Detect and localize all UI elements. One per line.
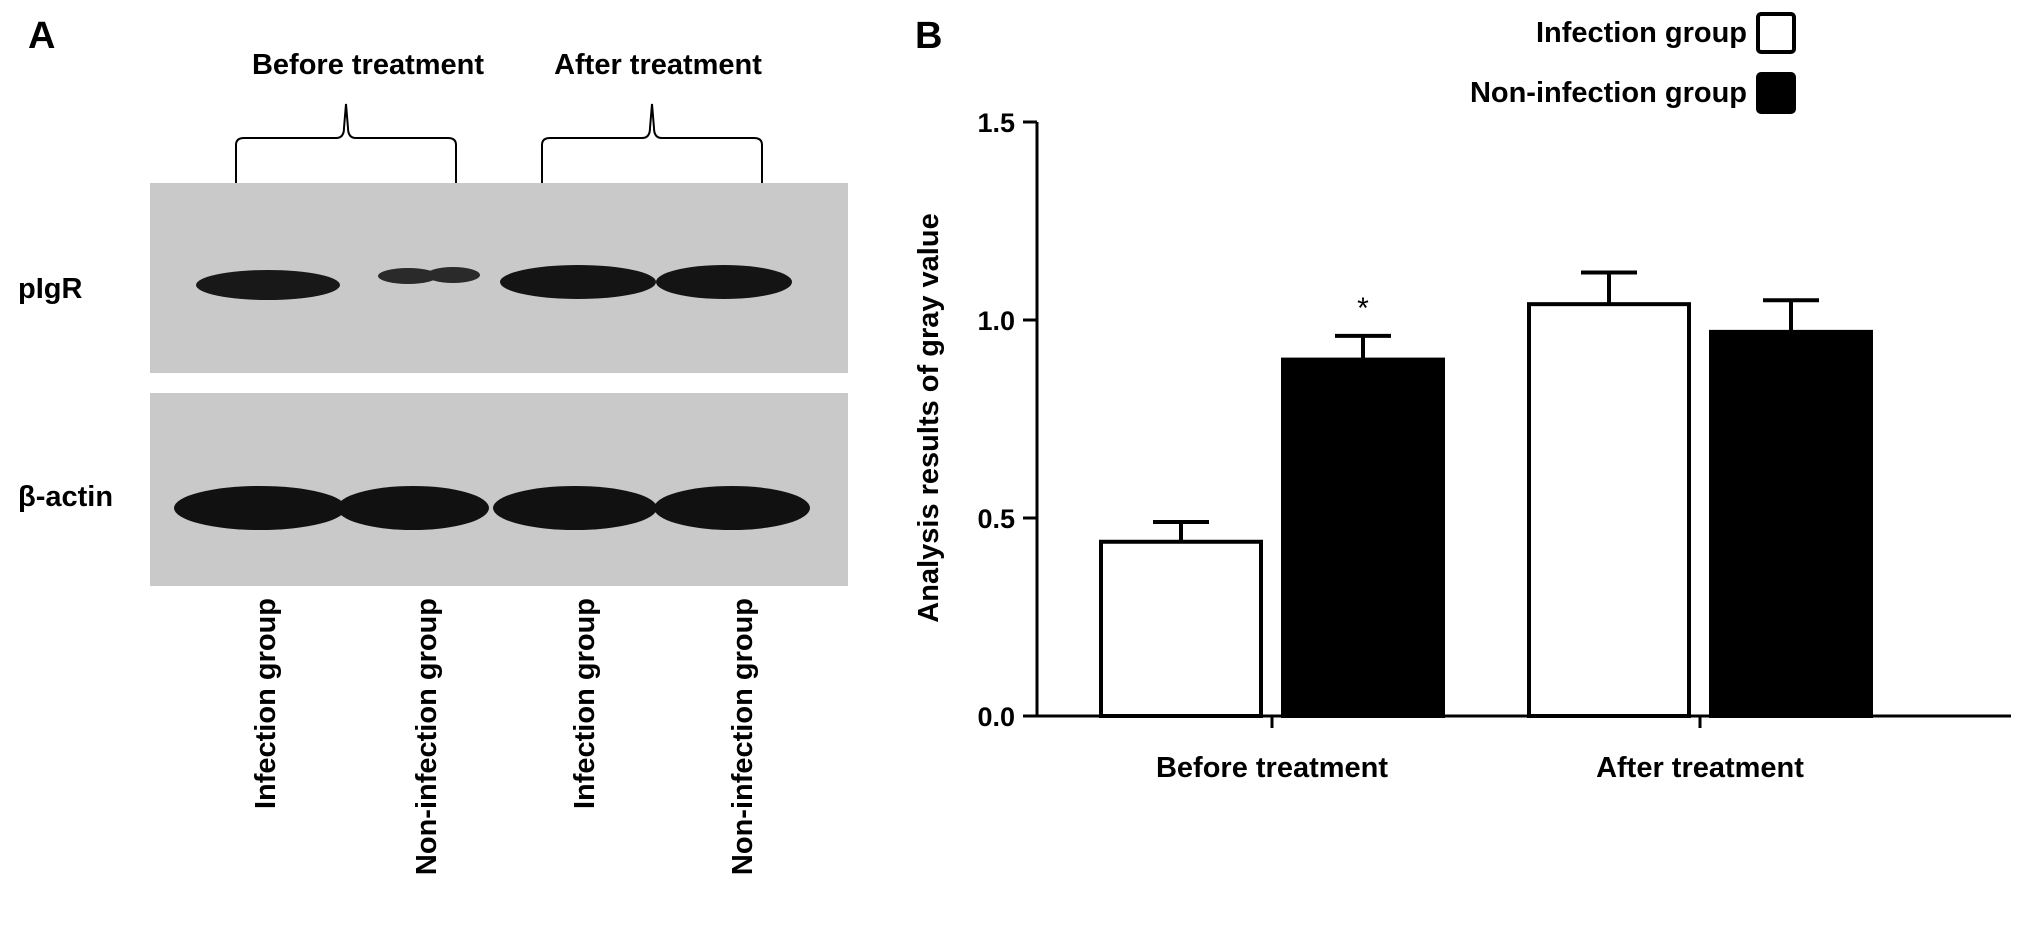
pigr-band-2a xyxy=(378,268,438,284)
pigr-band-4 xyxy=(656,265,792,299)
legend-label: Non-infection group xyxy=(1470,77,1747,109)
row-label-beta-actin: β-actin xyxy=(18,481,113,513)
actin-band-3 xyxy=(493,486,657,530)
y-tick-label: 1.5 xyxy=(977,108,1015,138)
lane-label-2: Non-infection group xyxy=(411,598,443,875)
actin-band-4 xyxy=(654,486,810,530)
actin-band-1 xyxy=(174,486,346,530)
group-label-after: After treatment xyxy=(554,49,762,81)
pigr-band-3 xyxy=(500,265,656,299)
y-axis-title: Analysis results of gray value xyxy=(913,213,945,622)
legend-swatch xyxy=(1756,12,1796,54)
y-tick-label: 1.0 xyxy=(977,306,1015,336)
y-tick-label: 0.0 xyxy=(977,702,1015,732)
bar-infection xyxy=(1527,302,1691,718)
row-label-pigr: pIgR xyxy=(18,273,82,305)
lane-label-1: Infection group xyxy=(250,598,282,809)
panel-b: B Analysis results of gray value 0.0 0.5 1… xyxy=(913,12,2011,784)
panel-a: A Before treatment After treatment pIgR … xyxy=(18,15,848,875)
group-label-before: Before treatment xyxy=(252,49,484,81)
bar-non-infection xyxy=(1281,357,1445,718)
lane-label-4: Non-infection group xyxy=(727,598,759,875)
bar-non-infection xyxy=(1709,329,1873,718)
y-tick-label: 0.5 xyxy=(977,504,1015,534)
panel-a-letter: A xyxy=(28,15,55,57)
x-axis-labels: Before treatment After treatment xyxy=(1156,716,1804,784)
bar-infection xyxy=(1099,539,1263,719)
actin-band-2 xyxy=(337,486,489,530)
significance-marker: * xyxy=(1357,292,1369,325)
x-tick-label: After treatment xyxy=(1596,752,1804,784)
y-axis-ticks: 0.0 0.5 1.0 1.5 xyxy=(977,108,1037,732)
legend: Infection group Non-infection group xyxy=(1470,12,1796,114)
x-tick-label: Before treatment xyxy=(1156,752,1388,784)
pigr-band-2b xyxy=(426,267,480,283)
bars: * xyxy=(1099,270,1873,719)
pigr-band-1 xyxy=(196,270,340,300)
lane-label-3: Infection group xyxy=(569,598,601,809)
brace-after xyxy=(541,103,763,185)
brace-before xyxy=(235,103,457,185)
legend-swatch xyxy=(1756,72,1796,114)
legend-label: Infection group xyxy=(1536,17,1747,49)
panel-b-letter: B xyxy=(915,15,942,57)
